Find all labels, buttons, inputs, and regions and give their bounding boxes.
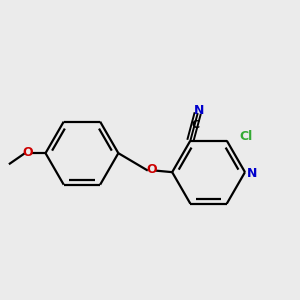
Text: O: O	[23, 146, 33, 159]
Text: O: O	[146, 164, 157, 176]
Text: C: C	[191, 120, 199, 130]
Text: Cl: Cl	[239, 130, 253, 143]
Text: N: N	[194, 104, 204, 117]
Text: N: N	[247, 167, 257, 180]
